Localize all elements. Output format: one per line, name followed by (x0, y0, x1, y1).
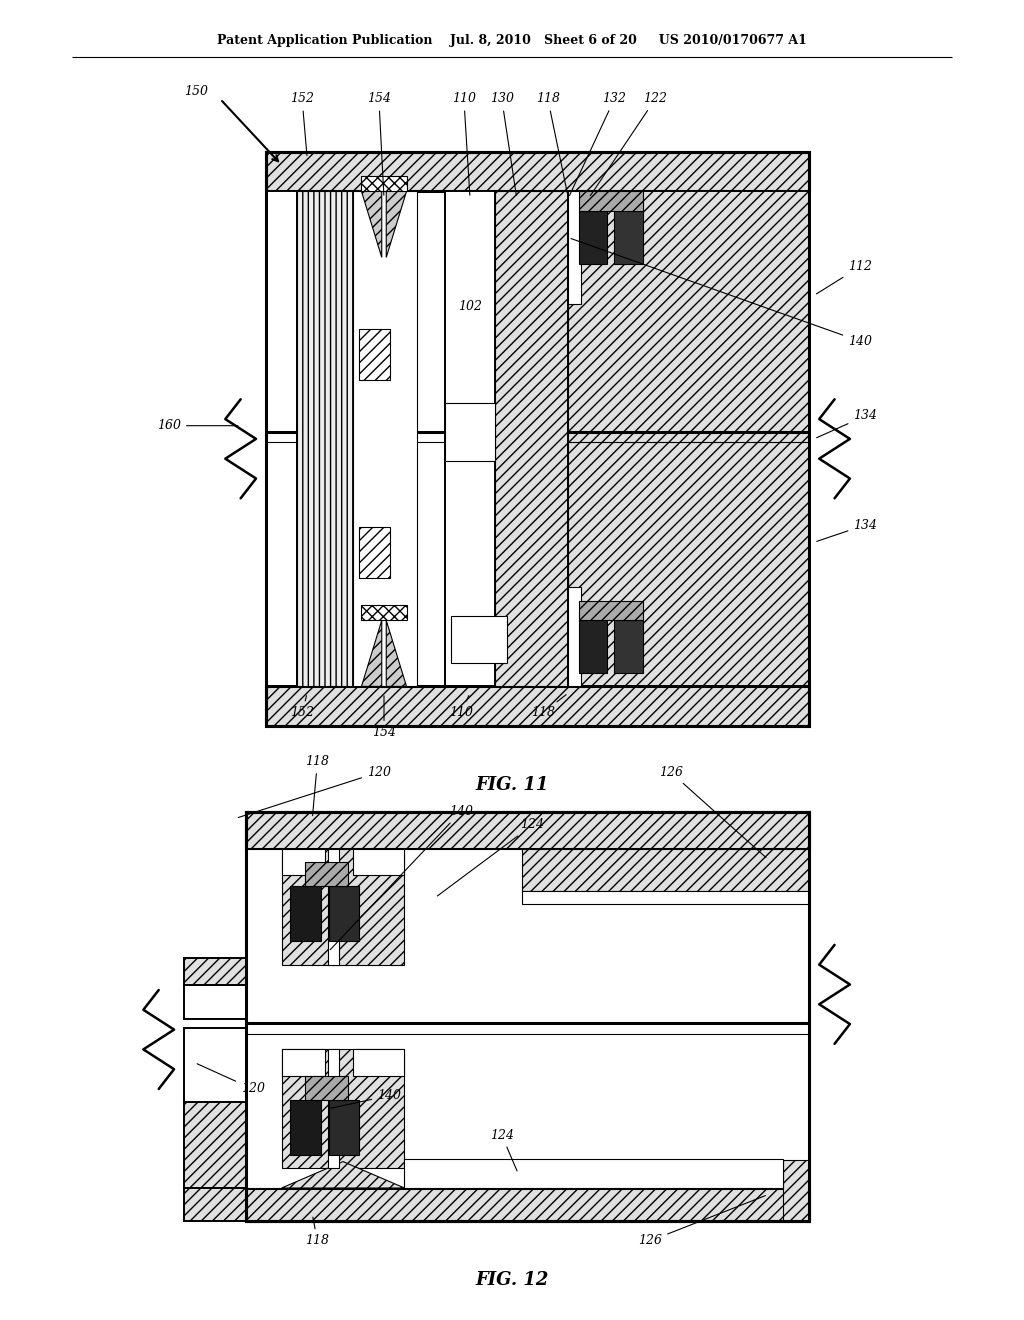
Bar (290, 1100, 321, 1155)
Bar (614, 620, 643, 673)
Bar (266, 152, 809, 726)
Bar (495, 191, 568, 686)
Bar (246, 812, 809, 849)
Bar (246, 812, 809, 1221)
Bar (184, 1102, 246, 1188)
Text: 154: 154 (372, 696, 396, 739)
Text: 130: 130 (489, 92, 516, 195)
Text: 152: 152 (290, 92, 314, 156)
Bar (579, 620, 607, 673)
Text: 110: 110 (449, 696, 473, 719)
Bar (282, 1049, 404, 1168)
Bar (282, 849, 404, 965)
Bar (329, 886, 359, 941)
Text: FIG. 11: FIG. 11 (475, 776, 549, 795)
Polygon shape (282, 1162, 404, 1188)
Bar (184, 985, 246, 1019)
Bar (329, 849, 339, 965)
Bar (445, 191, 495, 686)
Text: 110: 110 (452, 92, 476, 195)
Bar (184, 958, 246, 985)
Bar (246, 1188, 809, 1221)
Text: 160: 160 (157, 420, 238, 432)
Bar (579, 601, 643, 620)
Bar (361, 176, 407, 191)
Text: 134: 134 (817, 519, 878, 541)
Bar (282, 849, 325, 875)
Polygon shape (386, 191, 407, 257)
Bar (266, 152, 809, 191)
Text: 124: 124 (489, 1129, 517, 1171)
Bar (305, 1076, 348, 1100)
Bar (184, 1188, 246, 1221)
Bar (353, 191, 417, 686)
Bar (282, 1049, 325, 1076)
Bar (783, 1160, 809, 1221)
Bar (246, 812, 809, 1221)
Bar (290, 886, 321, 941)
Bar (266, 191, 297, 686)
Polygon shape (361, 620, 382, 686)
Bar (246, 849, 809, 1188)
Bar (522, 849, 809, 891)
Bar (451, 616, 507, 663)
Text: 140: 140 (331, 1089, 401, 1109)
Text: 154: 154 (367, 92, 391, 195)
Text: 132: 132 (569, 92, 627, 195)
Text: 122: 122 (591, 92, 668, 195)
Bar (522, 891, 809, 904)
Bar (353, 849, 404, 875)
Text: 124: 124 (437, 818, 545, 896)
Text: 118: 118 (305, 755, 330, 816)
Bar (359, 330, 390, 380)
Text: Patent Application Publication    Jul. 8, 2010   Sheet 6 of 20     US 2010/01706: Patent Application Publication Jul. 8, 2… (217, 34, 807, 48)
Text: 140: 140 (571, 239, 872, 347)
Text: 152: 152 (290, 696, 314, 719)
Text: 118: 118 (530, 694, 566, 719)
Bar (329, 1100, 359, 1155)
Text: 134: 134 (816, 409, 878, 438)
Text: FIG. 12: FIG. 12 (475, 1271, 549, 1290)
Bar (579, 191, 643, 211)
Bar (568, 191, 581, 304)
Text: 102: 102 (458, 301, 482, 313)
Text: 118: 118 (536, 92, 567, 195)
Text: 120: 120 (239, 766, 391, 817)
Polygon shape (386, 620, 407, 686)
Bar (305, 862, 348, 886)
Bar (614, 211, 643, 264)
Text: 120: 120 (197, 1064, 265, 1096)
Bar (353, 1049, 404, 1076)
Bar (297, 438, 404, 686)
Text: 118: 118 (305, 1217, 330, 1247)
Text: 112: 112 (816, 260, 872, 294)
Bar (568, 191, 809, 686)
Bar (266, 686, 809, 726)
Polygon shape (361, 191, 382, 257)
Text: 150: 150 (184, 84, 209, 98)
Text: 126: 126 (658, 766, 766, 858)
Bar (359, 527, 390, 578)
Bar (297, 191, 404, 438)
Bar (297, 191, 353, 686)
Bar (579, 211, 607, 264)
Text: 126: 126 (638, 1196, 765, 1247)
Bar (361, 605, 407, 620)
Bar (184, 1028, 246, 1102)
Bar (329, 1049, 339, 1168)
Text: 140: 140 (330, 805, 473, 949)
Bar (404, 1159, 783, 1188)
Bar (445, 404, 495, 462)
Bar (568, 587, 581, 686)
